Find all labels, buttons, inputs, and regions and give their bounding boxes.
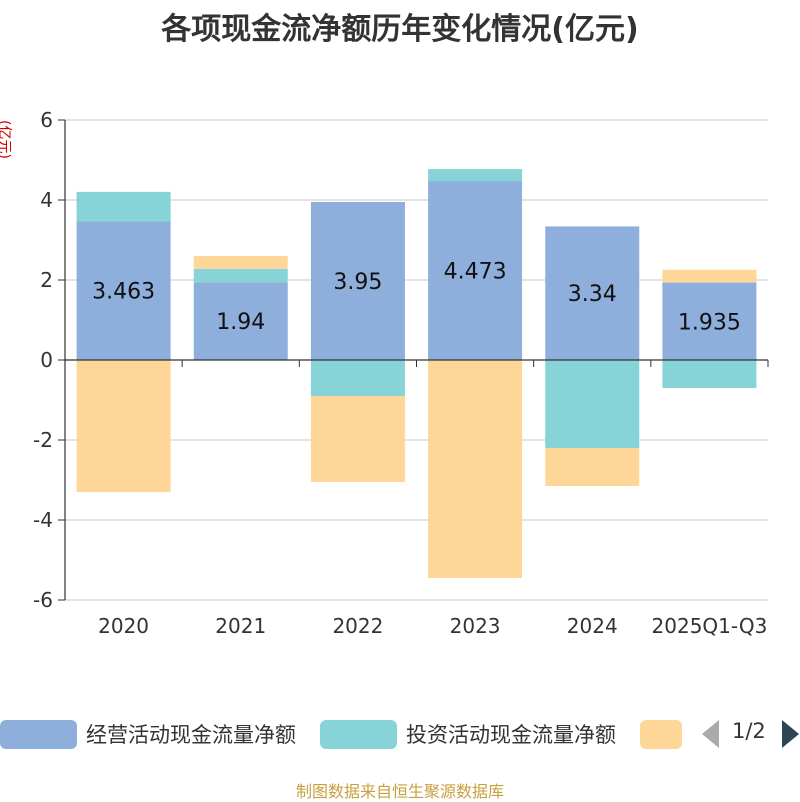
bar-investing-2021 xyxy=(193,268,288,283)
data-label-2023: 4.473 xyxy=(444,260,507,285)
legend-item-investing[interactable]: 投资活动现金流量净额 xyxy=(320,712,616,756)
bar-investing-2024 xyxy=(545,360,640,448)
bar-operating-2021 xyxy=(193,282,288,360)
x-tick-label: 2025Q1-Q3 xyxy=(652,614,768,638)
grid-lines xyxy=(65,119,768,601)
y-tick-label: -2 xyxy=(33,428,53,452)
y-tick-label: 0 xyxy=(40,348,53,372)
bar-operating-2025Q1-Q3 xyxy=(662,282,757,360)
bar-investing-2020 xyxy=(76,191,171,222)
bar-financing-2020 xyxy=(76,360,171,492)
legend-swatch-investing xyxy=(320,719,397,749)
bar-investing-2025Q1-Q3 xyxy=(662,360,757,388)
bar-investing-2022 xyxy=(310,360,405,396)
bar-financing-2021 xyxy=(193,256,288,269)
legend-swatch-operating xyxy=(0,719,77,749)
data-label-2022: 3.95 xyxy=(333,270,382,295)
source-note: 制图数据来自恒生聚源数据库 xyxy=(295,782,504,801)
bar-operating-2020 xyxy=(76,221,171,360)
bar-financing-2023 xyxy=(428,360,523,578)
bar-financing-2024 xyxy=(545,448,640,486)
data-label-2021: 1.94 xyxy=(216,310,265,335)
axes: 6 4 2 0 -2 -4 -6 2020 2021 2022 2023 2024 2025Q1-Q3 xyxy=(33,108,769,638)
x-tick-label: 2023 xyxy=(450,614,501,638)
legend-item-financing[interactable] xyxy=(640,712,682,756)
bar-financing-2025Q1-Q3 xyxy=(662,269,757,283)
data-labels: 3.463 1.94 3.95 4.473 3.34 1.935 xyxy=(92,260,741,336)
legend-item-operating[interactable]: 经营活动现金流量净额 xyxy=(0,712,296,756)
pager-prev-icon[interactable] xyxy=(702,720,719,748)
x-tick-label: 2021 xyxy=(215,614,266,638)
x-tick-label: 2020 xyxy=(98,614,149,638)
chart-title: 各项现金流净额历年变化情况(亿元) xyxy=(161,12,639,47)
pager-text: 1/2 xyxy=(732,719,766,743)
data-label-2024: 3.34 xyxy=(568,282,617,307)
bar-operating-2022 xyxy=(310,202,405,360)
x-tick-label: 2022 xyxy=(332,614,383,638)
y-tick-label: 2 xyxy=(40,268,53,292)
legend-label-investing: 投资活动现金流量净额 xyxy=(406,723,616,747)
y-tick-label: -4 xyxy=(33,508,53,532)
legend-swatch-financing xyxy=(640,719,682,749)
bar-financing-2022 xyxy=(310,396,405,482)
bars xyxy=(76,169,757,578)
data-label-2020: 3.463 xyxy=(92,280,155,305)
bar-investing-2023 xyxy=(428,169,523,182)
y-tick-label: -6 xyxy=(33,588,53,612)
legend-label-operating: 经营活动现金流量净额 xyxy=(86,723,296,747)
y-axis-unit-label: (亿元) xyxy=(0,120,12,159)
y-tick-label: 4 xyxy=(40,188,53,212)
legend-pager: 1/2 xyxy=(700,712,800,756)
y-tick-label: 6 xyxy=(40,108,53,132)
pager-next-icon[interactable] xyxy=(782,720,799,748)
bar-operating-2023 xyxy=(428,181,523,360)
data-label-2025Q1-Q3: 1.935 xyxy=(678,310,741,335)
legend: 经营活动现金流量净额 投资活动现金流量净额 1/2 xyxy=(0,712,800,756)
x-tick-label: 2024 xyxy=(567,614,618,638)
bar-operating-2024 xyxy=(545,226,640,360)
